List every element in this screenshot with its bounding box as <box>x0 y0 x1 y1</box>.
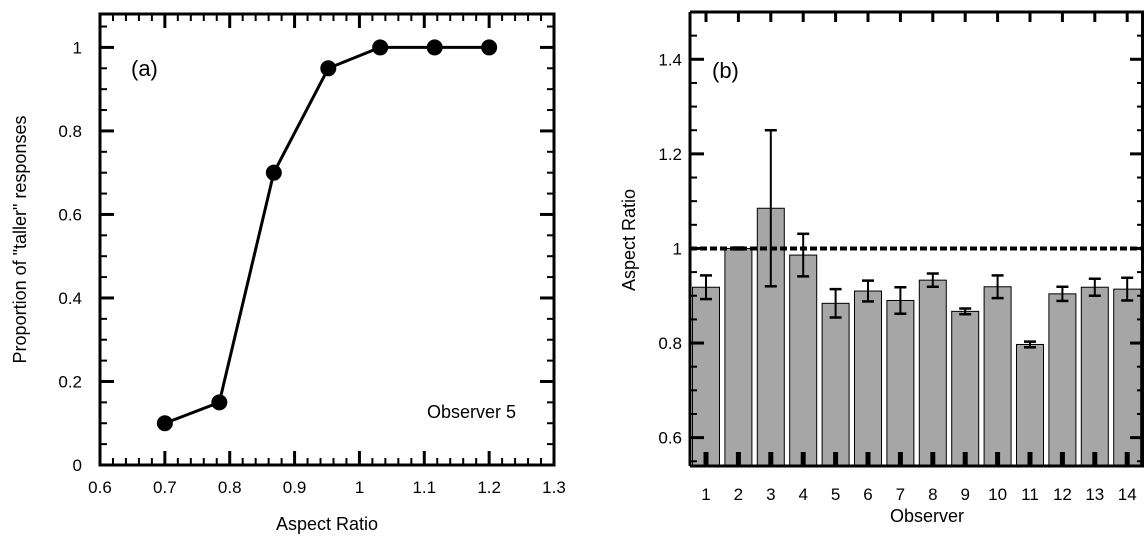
x-tick-label: 5 <box>831 485 840 504</box>
x-tick-label: 1.2 <box>477 478 501 497</box>
bar <box>951 310 980 467</box>
bar <box>789 254 818 467</box>
bar <box>983 286 1012 467</box>
x-tick-label: 7 <box>896 485 905 504</box>
x-tick-label: 2 <box>734 485 743 504</box>
x-tick-label: 11 <box>1021 485 1039 504</box>
data-point <box>372 39 389 56</box>
observer-annotation: Observer 5 <box>427 402 516 422</box>
y-tick-label: 1.4 <box>658 50 682 69</box>
x-tick-label: 0.7 <box>153 478 177 497</box>
x-tick-label: 13 <box>1085 485 1104 504</box>
y-tick-label: 0.8 <box>658 334 682 353</box>
data-point <box>426 39 443 56</box>
x-tick-label: 10 <box>988 485 1007 504</box>
bar <box>1048 293 1077 467</box>
y-tick-label: 0.2 <box>58 372 82 391</box>
y-tick-label: 1 <box>73 38 82 57</box>
y-tick-label: 1 <box>673 239 682 258</box>
x-tick-label: 1 <box>701 485 710 504</box>
data-point <box>481 39 498 56</box>
x-tick-label: 8 <box>928 485 937 504</box>
panel-a: 0.6 0.7 0.8 0.9 1 1.1 1.2 1.3 0 0.2 0.4 0.6 0.8 1 (a) O… <box>10 12 566 534</box>
x-tick-label: 12 <box>1053 485 1072 504</box>
x-tick-label: 4 <box>798 485 807 504</box>
y-tick-label: 0.6 <box>658 429 682 448</box>
bar <box>692 286 720 467</box>
bar <box>724 247 753 467</box>
x-tick-label: 1.1 <box>412 478 436 497</box>
data-point <box>320 60 337 77</box>
plot-frame-a <box>98 12 556 467</box>
x-tick-label: 0.8 <box>218 478 242 497</box>
x-axis-title: Observer <box>890 506 964 526</box>
data-point <box>156 415 173 432</box>
data-point <box>265 164 282 181</box>
bar <box>886 299 915 467</box>
y-tick-label: 0.4 <box>58 289 82 308</box>
y-tick-label: 0.8 <box>58 122 82 141</box>
x-tick-label: 1.3 <box>542 478 566 497</box>
x-tick-label: 9 <box>960 485 969 504</box>
panel-label-a: (a) <box>131 56 158 81</box>
y-axis-title: Aspect Ratio <box>619 189 639 291</box>
x-tick-label: 1 <box>355 478 364 497</box>
bar <box>1080 286 1109 467</box>
data-point <box>211 394 228 411</box>
y-tick-label: 1.2 <box>658 145 682 164</box>
y-axis-title: Proportion of "taller" responses <box>10 116 30 364</box>
series-line <box>164 45 490 425</box>
x-tick-label: 6 <box>863 485 872 504</box>
bar <box>821 302 850 467</box>
y-tick-label: 0 <box>73 456 82 475</box>
bar <box>1113 288 1142 467</box>
x-tick-label: 0.9 <box>283 478 307 497</box>
bar <box>1016 343 1044 467</box>
x-tick-label: 3 <box>766 485 775 504</box>
panel-label-b: (b) <box>712 58 739 83</box>
x-axis-title: Aspect Ratio <box>276 514 378 534</box>
x-tick-label: 0.6 <box>88 478 112 497</box>
x-tick-label: 14 <box>1118 485 1137 504</box>
y-tick-label: 0.6 <box>58 205 82 224</box>
bar <box>918 279 947 467</box>
panel-b: 0.60.811.21.41 2 3 4 5 6 7 8 9 10 11 12 13 14(b)Obser… <box>619 10 1144 526</box>
bar <box>854 290 882 467</box>
